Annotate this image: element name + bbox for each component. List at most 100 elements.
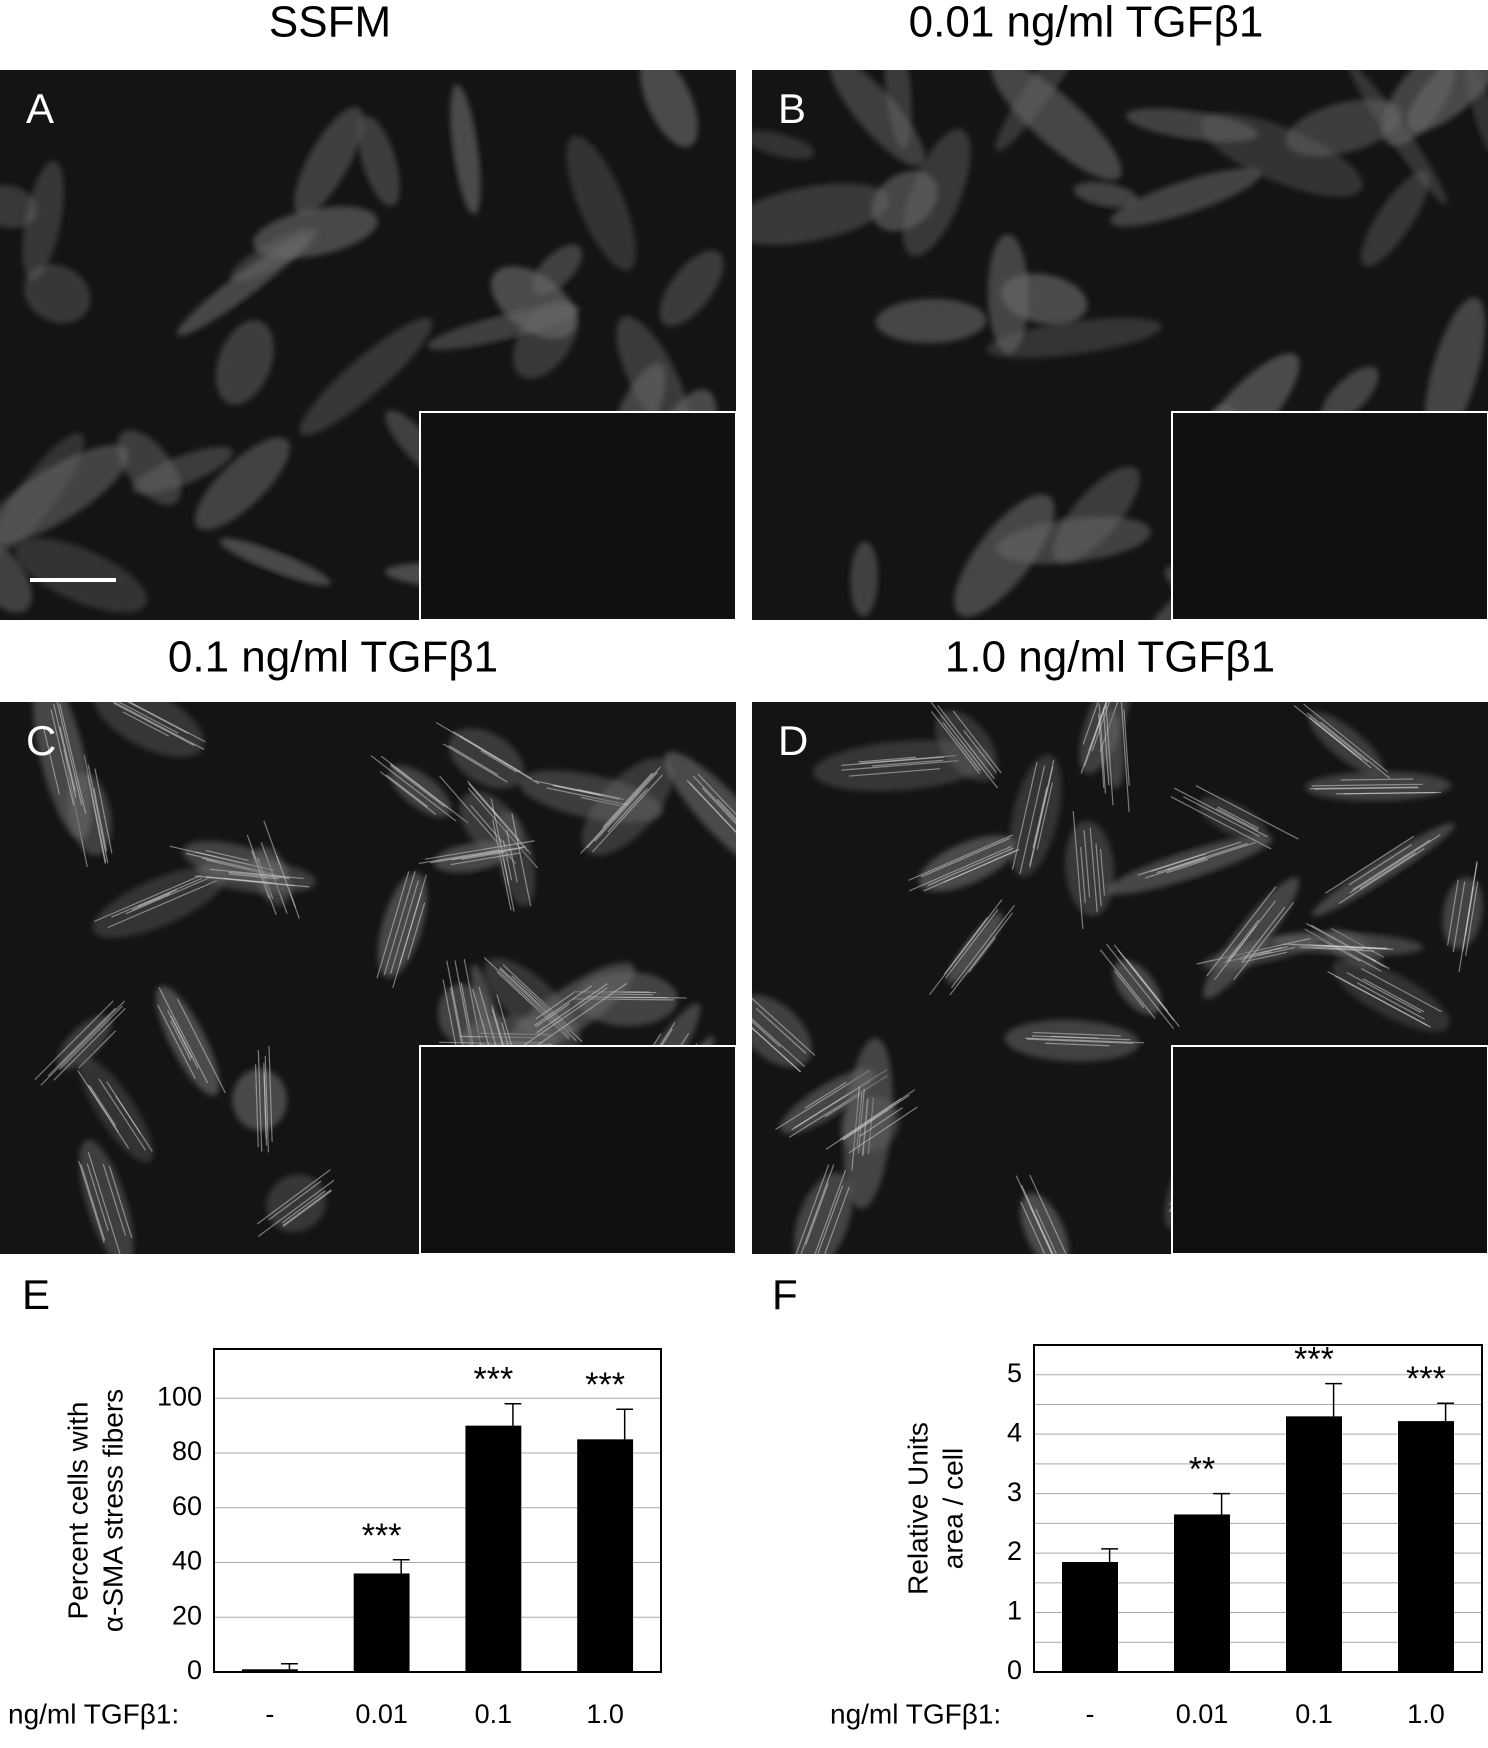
cell [1110, 168, 1262, 227]
fiber [1303, 703, 1388, 773]
fiber [1348, 844, 1412, 886]
inset [419, 1045, 737, 1255]
cell [357, 115, 400, 207]
fiber [1025, 1037, 1145, 1044]
y-tick-label: 100 [157, 1381, 202, 1411]
y-axis-label: α-SMA stress fibers [97, 1389, 128, 1632]
fiber [137, 889, 178, 908]
y-tick-label: 20 [172, 1600, 202, 1630]
fiber [686, 779, 736, 834]
fiber [752, 1020, 781, 1048]
fiber [442, 979, 458, 1053]
cell [194, 437, 290, 531]
cell [954, 494, 1055, 617]
fiber [800, 1164, 835, 1254]
fiber [1357, 982, 1425, 1020]
y-axis-label: area / cell [937, 1448, 968, 1569]
cell [995, 70, 1094, 152]
fiber [1029, 1174, 1067, 1254]
fiber [58, 1005, 123, 1070]
fiber [94, 768, 113, 854]
fiber [34, 1000, 114, 1081]
fiber [1359, 852, 1416, 890]
fiber [923, 848, 1020, 892]
fiber [209, 868, 304, 880]
fiber [841, 760, 959, 771]
fiber [950, 904, 1015, 989]
bar [353, 1573, 410, 1672]
fiber [1144, 841, 1256, 879]
y-tick-label: 80 [172, 1436, 202, 1466]
inset [419, 411, 737, 621]
fiber [1120, 702, 1130, 812]
fiber [1343, 791, 1442, 795]
fiber [949, 912, 1014, 996]
fiber [1340, 778, 1414, 781]
significance: *** [585, 1366, 625, 1404]
cell [850, 541, 879, 617]
bar [241, 1669, 298, 1672]
fiber [87, 764, 109, 864]
y-tick-label: 60 [172, 1491, 202, 1521]
chart-letter: F [772, 1271, 798, 1318]
fiber [399, 892, 422, 965]
panel-title: 1.0 ng/ml TGFβ1 [945, 633, 1275, 682]
fiber [1216, 808, 1259, 831]
fiber [170, 1015, 199, 1069]
fiber [56, 702, 83, 806]
fiber [1298, 946, 1375, 952]
cell [663, 751, 736, 876]
fiber [942, 722, 981, 772]
fiber [157, 1004, 196, 1080]
bar [1286, 1416, 1342, 1672]
fiber [376, 871, 410, 979]
fiber [1349, 834, 1441, 894]
x-tick-label: 0.1 [475, 1699, 513, 1729]
fiber [167, 1010, 193, 1059]
fiber [511, 813, 532, 907]
fiber [1308, 716, 1363, 761]
y-axis-label: Relative Units [902, 1422, 933, 1595]
fiber [1327, 971, 1431, 1028]
fiber [929, 899, 1003, 996]
fiber [281, 1190, 326, 1224]
fiber [1214, 900, 1277, 980]
x-axis-label: ng/ml TGFβ1: [8, 1698, 179, 1729]
fiber [379, 771, 437, 815]
fiber [42, 726, 60, 795]
fiber [968, 937, 996, 973]
cell [1442, 877, 1483, 949]
fiber [1170, 796, 1272, 850]
cell [22, 160, 64, 280]
significance: *** [1406, 1360, 1446, 1398]
plot-frame [213, 1348, 662, 1673]
panel-letter: B [778, 85, 806, 132]
fiber [461, 851, 505, 861]
fiber [451, 847, 524, 861]
fiber [268, 1045, 273, 1143]
fiber [442, 743, 508, 783]
cell [79, 1139, 134, 1254]
panel-title: SSFM [269, 0, 391, 47]
y-tick-label: 4 [1007, 1417, 1022, 1447]
fiber [841, 756, 944, 766]
fiber [86, 1084, 119, 1133]
fiber [47, 1007, 117, 1077]
y-tick-label: 0 [1007, 1655, 1022, 1685]
y-axis-label: Percent cells with [62, 1402, 93, 1620]
fiber [125, 876, 213, 915]
cell [1065, 820, 1115, 917]
cell [299, 317, 433, 436]
fiber [132, 892, 171, 911]
fiber [128, 702, 206, 743]
fiber [1452, 881, 1466, 953]
fiber [937, 704, 995, 779]
cell [752, 130, 815, 160]
fiber [430, 846, 526, 864]
fiber [1106, 943, 1175, 1029]
fiber [78, 1161, 105, 1243]
fiber [536, 983, 608, 1034]
fiber [1083, 830, 1091, 898]
fiber [1072, 811, 1084, 930]
fiber [1029, 759, 1055, 866]
